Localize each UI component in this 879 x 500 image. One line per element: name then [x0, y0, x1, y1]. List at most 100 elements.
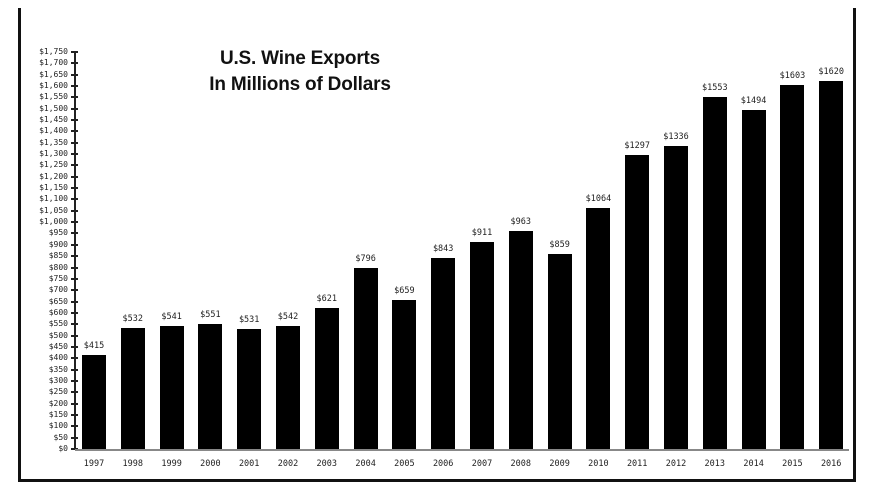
y-tick-label: $1,100 — [39, 194, 68, 204]
y-tick-label: $1,550 — [39, 92, 68, 102]
y-tick — [71, 425, 78, 428]
bar-2004 — [353, 268, 378, 449]
bar-value-label: $659 — [394, 285, 415, 296]
bar-value-label: $542 — [277, 312, 299, 323]
y-tick-label: $1,050 — [39, 205, 68, 215]
bar-value-label: $859 — [549, 240, 570, 251]
bar-2007 — [470, 242, 494, 449]
y-tick — [71, 311, 78, 314]
y-tick-label: $850 — [48, 251, 68, 261]
bar-value-label: $843 — [432, 243, 454, 254]
bar-value-label: $1553 — [702, 82, 728, 93]
y-tick-label: $1,400 — [39, 126, 68, 136]
y-tick — [71, 300, 78, 303]
y-tick — [71, 221, 78, 224]
y-tick-label: $950 — [48, 228, 68, 238]
y-tick — [71, 368, 78, 371]
y-tick-label: $550 — [48, 319, 68, 329]
y-tick-label: $150 — [48, 409, 68, 419]
y-tick-label: $200 — [48, 398, 68, 408]
y-tick — [71, 277, 78, 280]
y-tick-label: $0 — [58, 444, 68, 453]
y-tick — [71, 448, 78, 450]
y-tick — [71, 391, 78, 394]
x-tick-label: 2003 — [316, 459, 338, 469]
bar-2003 — [314, 308, 339, 449]
y-tick — [71, 62, 78, 65]
x-tick-label: 1997 — [83, 459, 105, 469]
y-tick — [71, 243, 78, 246]
y-tick-label: $900 — [48, 239, 68, 249]
y-tick — [71, 289, 78, 292]
x-tick-label: 2015 — [782, 459, 803, 469]
y-tick — [71, 209, 78, 212]
bar-2013 — [702, 96, 727, 449]
bar-2002 — [276, 326, 300, 449]
x-tick-label: 2013 — [704, 459, 726, 469]
bar-value-label: $621 — [316, 294, 338, 305]
y-tick-label: $300 — [48, 375, 68, 385]
y-tick-label: $1,700 — [39, 58, 68, 68]
y-tick-label: $1,650 — [39, 69, 68, 79]
y-tick — [71, 402, 78, 405]
bar-value-label: $1603 — [779, 71, 806, 82]
y-tick-label: $1,750 — [39, 47, 68, 56]
y-tick — [71, 73, 78, 76]
y-tick-label: $800 — [48, 262, 68, 272]
bar-value-label: $1064 — [585, 193, 612, 204]
y-tick-label: $1,250 — [39, 160, 68, 170]
y-tick-label: $450 — [48, 341, 68, 351]
y-tick-label: $500 — [48, 330, 68, 340]
bar-1999 — [159, 326, 184, 449]
y-tick — [71, 141, 78, 144]
bar-value-label: $541 — [161, 312, 182, 323]
bar-value-label: $1336 — [663, 131, 689, 142]
y-tick — [71, 51, 78, 53]
bar-value-label: $532 — [122, 314, 144, 325]
y-tick — [71, 436, 78, 439]
y-tick-label: $1,350 — [39, 137, 68, 147]
bar-1998 — [120, 328, 145, 449]
y-tick-label: $1,600 — [39, 81, 68, 91]
bar-value-label: $796 — [355, 254, 376, 265]
x-tick-label: 2001 — [238, 459, 260, 469]
x-tick-label: 1998 — [122, 459, 144, 469]
x-tick-label: 2012 — [665, 459, 687, 469]
y-tick — [71, 85, 78, 88]
bar-value-label: $963 — [510, 216, 532, 227]
x-tick-label: 2004 — [355, 459, 376, 469]
y-tick — [71, 107, 78, 110]
y-tick-label: $400 — [48, 353, 68, 363]
y-tick-label: $1,450 — [39, 115, 68, 125]
y-tick-label: $1,000 — [39, 217, 68, 227]
y-tick — [71, 119, 78, 122]
bar-2016 — [819, 81, 844, 449]
x-tick-label: 2008 — [510, 459, 532, 469]
x-tick-label: 2006 — [432, 459, 454, 469]
y-tick — [71, 266, 78, 269]
y-tick-label: $750 — [48, 273, 68, 283]
bar-2015 — [780, 85, 805, 449]
bar-value-label: $415 — [83, 340, 105, 351]
y-tick-label: $250 — [48, 387, 68, 397]
bar-value-label: $551 — [200, 310, 221, 320]
x-tick-label: 2014 — [743, 459, 764, 469]
y-tick — [71, 175, 78, 178]
y-tick — [71, 153, 78, 156]
y-tick — [71, 187, 78, 190]
bar-2010 — [586, 207, 611, 449]
bar-2012 — [664, 145, 688, 449]
y-tick — [71, 334, 78, 337]
bar-value-label: $911 — [471, 228, 493, 239]
y-tick-label: $100 — [48, 421, 68, 431]
y-tick — [71, 232, 78, 235]
bar-value-label: $531 — [238, 314, 260, 325]
x-tick-label: 2009 — [549, 459, 570, 469]
y-tick-label: $1,150 — [39, 183, 68, 193]
bar-value-label: $1494 — [740, 96, 767, 107]
bar-value-label: $1297 — [624, 140, 650, 151]
x-tick-label: 1999 — [161, 459, 182, 469]
y-tick — [71, 255, 78, 258]
y-tick-label: $1,500 — [39, 103, 68, 113]
